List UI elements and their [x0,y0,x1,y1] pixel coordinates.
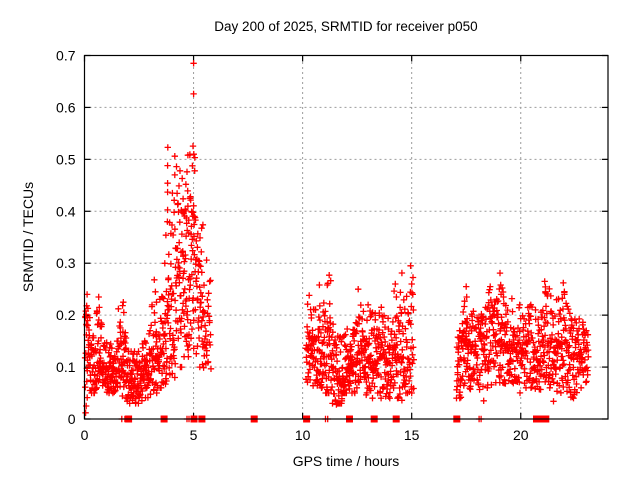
chart-title: Day 200 of 2025, SRMTID for receiver p05… [214,19,477,34]
y-axis-label: SRMTID / TECUs [20,182,36,292]
y-tick-label: 0.6 [56,99,76,115]
x-axis-label: GPS time / hours [293,453,400,469]
y-tick-label: 0.3 [56,255,76,271]
x-tick-label: 0 [81,427,89,443]
plot-border [83,54,609,420]
x-tick-label: 20 [513,427,529,443]
x-tick-label: 10 [295,427,311,443]
y-tick-label: 0.1 [56,359,76,375]
x-tick-label: 15 [404,427,420,443]
scatter-points [81,60,592,423]
x-tick-label: 5 [190,427,198,443]
y-tick-label: 0.5 [56,151,76,167]
y-tick-label: 0 [68,411,76,427]
plus-markers [81,60,592,423]
y-tick-label: 0.2 [56,307,76,323]
tick-labels: 0 5 10 15 20 0 0.1 0.2 0.3 0.4 0.5 0.6 0.7 [56,48,529,444]
y-tick-label: 0.7 [56,48,76,64]
y-tick-label: 0.4 [56,203,76,219]
